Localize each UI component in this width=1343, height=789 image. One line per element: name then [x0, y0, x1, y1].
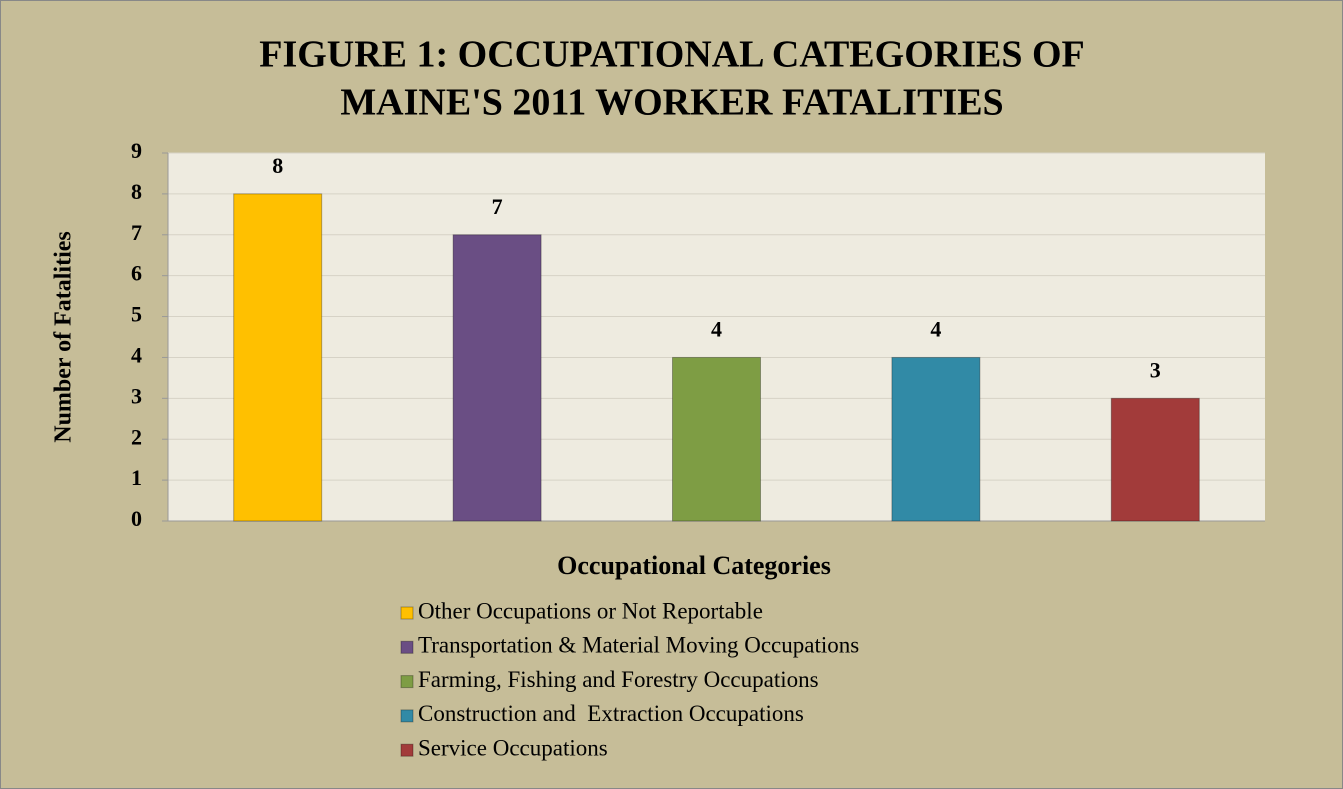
data-label: 4	[711, 316, 722, 341]
legend-label: Construction and Extraction Occupations	[418, 701, 804, 726]
legend-swatch	[400, 709, 414, 723]
legend-swatch	[400, 640, 414, 654]
y-tick-label: 7	[131, 220, 142, 245]
chart-title: FIGURE 1: OCCUPATIONAL CATEGORIES OF	[259, 34, 1085, 76]
y-tick-label: 3	[131, 383, 142, 408]
data-label: 7	[492, 194, 503, 219]
data-label: 3	[1150, 357, 1161, 382]
data-label: 8	[272, 153, 283, 178]
x-axis-label: Occupational Categories	[557, 551, 831, 580]
legend-label: Transportation & Material Moving Occupat…	[418, 633, 859, 658]
y-tick-label: 0	[131, 506, 142, 531]
bar	[233, 193, 323, 522]
y-tick-label: 4	[131, 342, 142, 367]
bar	[452, 234, 542, 522]
legend-swatch	[400, 606, 414, 620]
bar	[1110, 397, 1200, 522]
y-tick-label: 8	[131, 179, 142, 204]
y-tick-label: 2	[131, 424, 142, 449]
y-tick-label: 5	[131, 302, 142, 327]
legend-swatch	[400, 743, 414, 757]
y-tick-label: 9	[131, 138, 142, 163]
bar	[672, 356, 761, 522]
legend-label: Farming, Fishing and Forestry Occupation…	[418, 667, 819, 692]
y-tick-label: 1	[131, 465, 142, 490]
legend-label: Other Occupations or Not Reportable	[418, 598, 763, 623]
legend-label: Service Occupations	[418, 735, 608, 760]
data-label: 4	[930, 316, 941, 341]
bar	[891, 356, 981, 522]
legend-swatch	[400, 675, 414, 689]
chart-title: MAINE'S 2011 WORKER FATALITIES	[340, 82, 1003, 124]
y-tick-label: 6	[131, 261, 142, 286]
y-axis-label: Number of Fatalities	[51, 231, 77, 443]
